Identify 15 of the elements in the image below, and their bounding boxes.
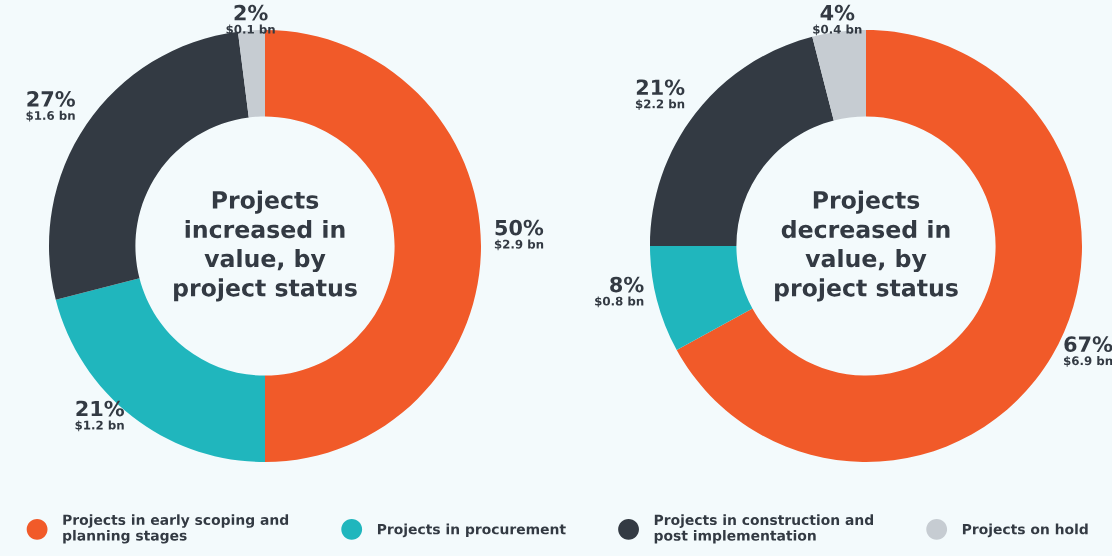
data-label: 21% $1.2 bn bbox=[75, 400, 125, 432]
legend-label: Projects in construction and post implementation bbox=[654, 514, 874, 544]
data-label: 67% $6.9 bn bbox=[1064, 336, 1112, 367]
donut-slice bbox=[650, 246, 753, 351]
text: Projects increased in value, by project status bbox=[174, 190, 357, 302]
donut-slice bbox=[55, 278, 265, 462]
text: Projects decreased in value, by project status bbox=[775, 190, 958, 302]
legend-label: Projects in procurement bbox=[377, 523, 566, 538]
data-label: 27% $1.6 bn bbox=[26, 91, 75, 122]
legend-label: Projects in early scoping and planning stages bbox=[63, 514, 289, 544]
data-label: 8% $0.8 bn bbox=[595, 276, 644, 308]
data-label: 4% $0.4 bn bbox=[813, 4, 862, 36]
data-label: 50% $2.9 bn bbox=[494, 219, 544, 251]
legend-label: Projects on hold bbox=[962, 523, 1088, 538]
data-label: 21% $2.2 bn bbox=[635, 79, 685, 110]
